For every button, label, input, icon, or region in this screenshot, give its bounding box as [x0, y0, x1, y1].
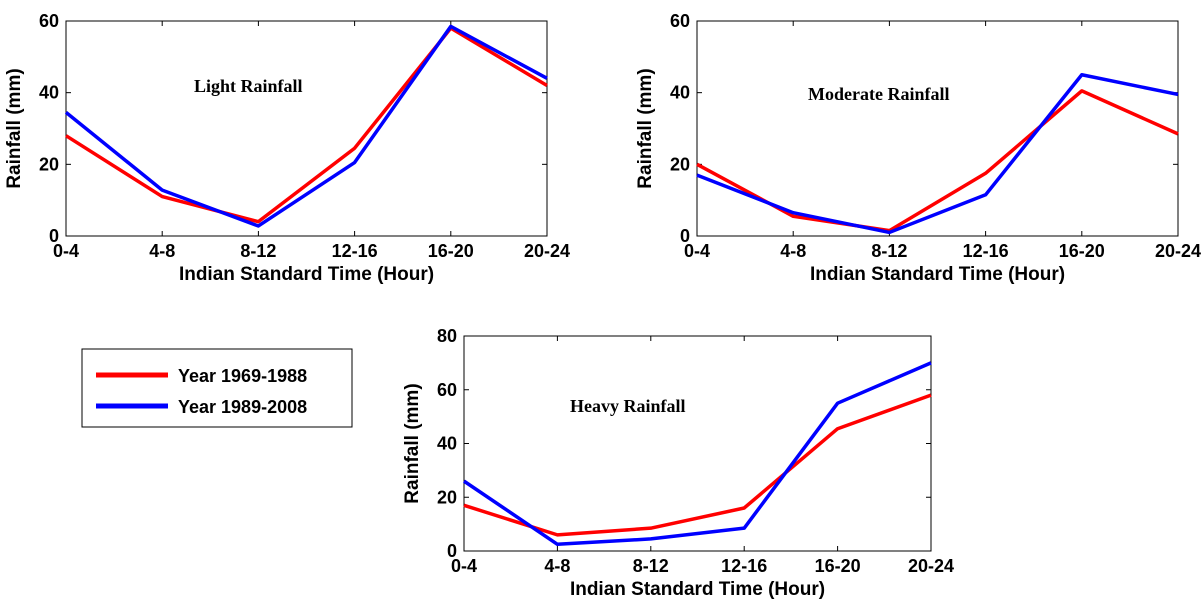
x-tick-label: 0-4 — [684, 241, 710, 261]
x-tick-label: 4-8 — [780, 241, 806, 261]
panel-title: Moderate Rainfall — [808, 84, 949, 104]
x-tick-label: 8-12 — [240, 241, 276, 261]
y-tick-label: 0 — [49, 226, 59, 246]
x-tick-label: 20-24 — [524, 241, 570, 261]
x-tick-label: 16-20 — [815, 556, 861, 576]
legend-label-1: Year 1969-1988 — [178, 366, 307, 386]
y-tick-label: 0 — [680, 226, 690, 246]
y-tick-label: 80 — [437, 326, 457, 346]
y-tick-label: 40 — [437, 434, 457, 454]
chart-light: 0-4 4-8 8-12 12-16 16-20 20-24 0 20 40 60 Indian S… — [4, 11, 570, 285]
y-tick-label: 20 — [39, 154, 59, 174]
x-tick-label: 8-12 — [871, 241, 907, 261]
plot-frame — [696, 20, 1179, 237]
x-tick-label: 4-8 — [149, 241, 175, 261]
series-line-2 — [64, 24, 548, 228]
x-tick-label: 12-16 — [963, 241, 1009, 261]
x-tick-label: 0-4 — [53, 241, 79, 261]
chart-heavy: 0-4 4-8 8-12 12-16 16-20 20-24 0 20 40 60 80 Indian… — [402, 326, 954, 600]
y-tick-label: 20 — [670, 154, 690, 174]
panel-title: Heavy Rainfall — [570, 396, 686, 416]
x-axis-label: Indian Standard Time (Hour) — [810, 264, 1065, 285]
y-axis-label: Rainfall (mm) — [635, 68, 656, 188]
series-line-2 — [696, 73, 1179, 235]
x-tick-label: 16-20 — [428, 241, 474, 261]
legend-label-2: Year 1989-2008 — [178, 397, 307, 417]
x-tick-label: 12-16 — [721, 556, 767, 576]
series-line-1 — [463, 393, 932, 537]
x-tick-label: 0-4 — [451, 556, 477, 576]
series-line-1 — [696, 89, 1179, 233]
x-tick-label: 8-12 — [633, 556, 669, 576]
x-tick-label: 16-20 — [1059, 241, 1105, 261]
series-line-2 — [463, 361, 932, 547]
x-axis-label: Indian Standard Time (Hour) — [570, 579, 825, 600]
x-axis-label: Indian Standard Time (Hour) — [179, 264, 434, 285]
legend-box — [81, 348, 353, 428]
y-tick-label: 60 — [670, 11, 690, 31]
x-tick-label: 20-24 — [908, 556, 954, 576]
legend: Year 1969-1988 Year 1989-2008 — [81, 348, 353, 428]
x-tick-label: 12-16 — [332, 241, 378, 261]
y-tick-label: 60 — [437, 380, 457, 400]
series-line-1 — [65, 26, 548, 224]
y-axis-label: Rainfall (mm) — [402, 383, 423, 503]
panel-title: Light Rainfall — [194, 76, 303, 96]
chart-moderate: 0-4 4-8 8-12 12-16 16-20 20-24 0 20 40 60 Indian S… — [635, 11, 1201, 285]
y-tick-label: 40 — [39, 83, 59, 103]
y-tick-label: 60 — [39, 11, 59, 31]
x-tick-label: 4-8 — [544, 556, 570, 576]
y-axis-label: Rainfall (mm) — [4, 68, 25, 188]
y-tick-label: 0 — [447, 541, 457, 561]
y-tick-label: 20 — [437, 487, 457, 507]
y-tick-label: 40 — [670, 83, 690, 103]
plot-frame — [65, 20, 548, 237]
x-tick-label: 20-24 — [1155, 241, 1201, 261]
